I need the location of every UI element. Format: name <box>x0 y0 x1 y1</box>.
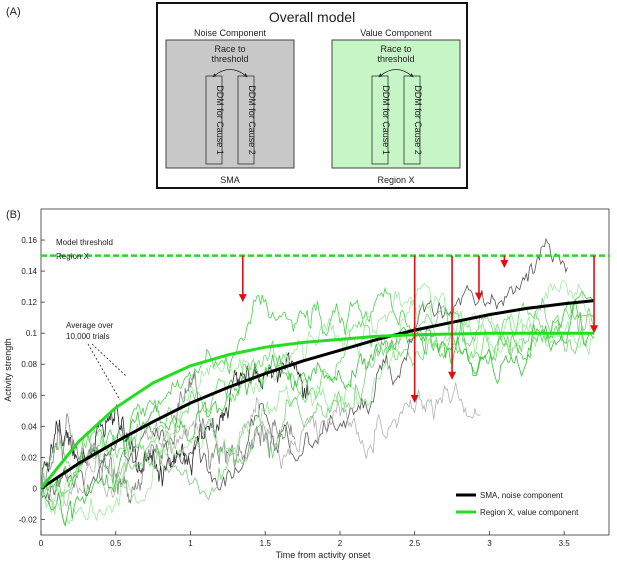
noise-ddm1-label: DDM for Cause 1 <box>215 85 225 155</box>
x-axis-label: Time from activity onset <box>276 550 371 560</box>
y-axis-ticks: -0.02 0 0.02 0.04 0.06 0.08 0.1 0.12 0.14 0.16 <box>19 236 45 524</box>
noise-region-label: SMA <box>220 175 240 185</box>
mean-curves <box>39 299 595 490</box>
y-tick-label: 0.02 <box>21 453 37 462</box>
value-component-box <box>331 39 461 169</box>
threshold-label-line1: Model threshold <box>56 238 113 247</box>
trial-trace <box>40 283 595 525</box>
x-axis-ticks: 0 0.5 1 1.5 2 2.5 3 3.5 <box>39 531 570 548</box>
reset-arrow-head <box>410 395 419 404</box>
reset-arrow-head <box>474 292 483 301</box>
x-tick-label: 1 <box>188 539 193 548</box>
trial-trace <box>40 299 595 528</box>
value-component-heading: Value Component <box>360 28 432 38</box>
trial-trace <box>40 382 481 511</box>
y-tick-label: 0.14 <box>21 267 37 276</box>
x-tick-label: 3 <box>487 539 492 548</box>
trial-trace <box>40 370 295 504</box>
x-tick-label: 2 <box>338 539 343 548</box>
noise-component-heading: Noise Component <box>194 28 267 38</box>
reset-arrow-head <box>500 259 509 268</box>
y-tick-label: 0.16 <box>21 236 37 245</box>
average-label-line1: Average over <box>66 321 114 330</box>
y-tick-label: 0.06 <box>21 391 37 400</box>
average-label-line2: 10,000 trials <box>66 332 110 341</box>
region-x-mean-curve <box>39 331 595 490</box>
legend: SMA, noise component Region X, value com… <box>448 486 606 530</box>
trial-trace <box>40 287 595 492</box>
legend-box <box>448 486 606 530</box>
value-ddm1-box <box>371 75 389 165</box>
y-axis-label: Activity strength <box>3 338 13 402</box>
trial-trace <box>40 301 595 499</box>
threshold-label-line2: Region X <box>56 252 90 261</box>
noise-ddm2-box <box>237 75 255 165</box>
panel-a-label: (A) <box>6 6 21 18</box>
y-tick-label: -0.02 <box>19 515 38 524</box>
value-race-label-line1: Race to <box>380 44 411 54</box>
reset-arrow-head <box>238 294 247 303</box>
sma-mean-curve <box>40 299 595 490</box>
noise-race-label-line1: Race to <box>214 44 245 54</box>
y-tick-label: 0.12 <box>21 298 37 307</box>
trial-trace <box>40 279 595 515</box>
y-tick-label: 0.08 <box>21 360 37 369</box>
noise-ddm2-label: DDM for Cause 2 <box>247 85 257 155</box>
value-ddm2-label: DDM for Cause 2 <box>413 85 423 155</box>
trial-trace <box>40 297 595 501</box>
value-race-arrow <box>378 69 414 78</box>
x-tick-label: 1.5 <box>260 539 272 548</box>
overall-model-title: Overall model <box>269 9 355 25</box>
noise-race-arrow <box>212 69 248 78</box>
x-tick-label: 0 <box>39 539 44 548</box>
value-race-label-line2: threshold <box>377 54 414 64</box>
y-tick-label: 0.1 <box>26 329 38 338</box>
reset-arrows <box>238 255 599 404</box>
plot-frame <box>40 208 610 536</box>
legend-label-sma: SMA, noise component <box>480 491 563 500</box>
legend-label-region-x: Region X, value component <box>480 508 579 517</box>
activity-plot: 0 0.5 1 1.5 2 2.5 3 3.5 -0.02 0 0.02 0.04 0.06 0.08 0… <box>19 208 610 548</box>
reset-arrow-head <box>448 371 457 380</box>
x-tick-label: 0.5 <box>110 539 122 548</box>
reset-arrow-head <box>590 325 599 334</box>
value-region-label: Region X <box>377 175 414 185</box>
noise-ddm1-box <box>205 75 223 165</box>
noise-race-label-line2: threshold <box>211 54 248 64</box>
x-tick-label: 3.5 <box>559 539 571 548</box>
average-pointer-to-sma <box>87 343 121 401</box>
value-ddm1-label: DDM for Cause 1 <box>381 85 391 155</box>
y-tick-label: 0 <box>33 484 38 493</box>
y-tick-label: 0.04 <box>21 422 37 431</box>
noise-component-box <box>165 39 295 169</box>
panel-b-label: (B) <box>6 209 21 221</box>
x-tick-label: 2.5 <box>409 539 421 548</box>
value-ddm2-box <box>403 75 421 165</box>
